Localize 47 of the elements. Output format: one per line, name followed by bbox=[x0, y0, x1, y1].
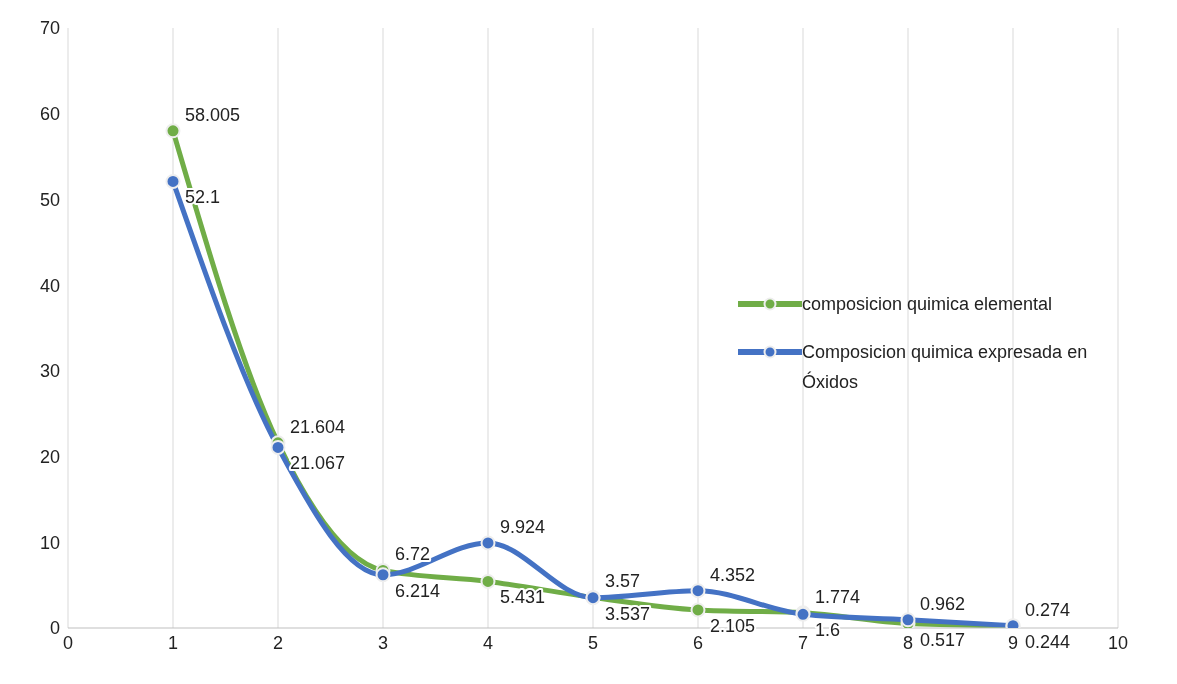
data-label: 3.57 bbox=[605, 571, 641, 592]
data-label: 0.244 bbox=[1025, 631, 1071, 652]
data-label: 6.214 bbox=[395, 580, 441, 601]
point bbox=[270, 439, 286, 455]
x-tick-label: 1 bbox=[167, 632, 179, 653]
point bbox=[690, 602, 706, 618]
x-tick-label: 9 bbox=[1007, 632, 1019, 653]
y-tick-label: 70 bbox=[39, 18, 60, 39]
data-label: 4.352 bbox=[710, 564, 756, 585]
x-tick-label: 5 bbox=[587, 632, 599, 653]
x-tick-label: 8 bbox=[902, 632, 914, 653]
y-tick-label: 40 bbox=[39, 275, 60, 296]
data-label: 5.431 bbox=[500, 587, 546, 608]
legend-label: composicion quimica elemental bbox=[802, 293, 1053, 316]
data-label: 6.72 bbox=[395, 544, 431, 565]
x-tick-label: 3 bbox=[377, 632, 389, 653]
data-label: 0.517 bbox=[920, 629, 966, 650]
point bbox=[165, 123, 181, 139]
x-tick-label: 2 bbox=[272, 632, 284, 653]
x-tick-label: 0 bbox=[62, 632, 74, 653]
data-label: 58.005 bbox=[185, 104, 241, 125]
y-tick-label: 0 bbox=[49, 618, 60, 639]
point bbox=[480, 573, 496, 589]
x-tick-label: 4 bbox=[482, 632, 494, 653]
y-tick-label: 20 bbox=[39, 446, 60, 467]
data-label: 1.6 bbox=[815, 620, 841, 641]
y-tick-label: 60 bbox=[39, 104, 60, 125]
data-label: 9.924 bbox=[500, 516, 546, 537]
legend-label: Composicion quimica expresada en Óxidos bbox=[802, 341, 1089, 394]
point bbox=[165, 173, 181, 189]
y-tick-label: 50 bbox=[39, 189, 60, 210]
data-label: 0.962 bbox=[920, 593, 966, 614]
data-label: 3.537 bbox=[605, 603, 651, 624]
x-tick-label: 10 bbox=[1107, 632, 1129, 653]
data-label: 21.604 bbox=[290, 416, 346, 437]
y-tick-label: 10 bbox=[39, 532, 60, 553]
data-label: 0.274 bbox=[1025, 599, 1071, 620]
point bbox=[900, 612, 916, 628]
x-tick-label: 7 bbox=[797, 632, 809, 653]
point bbox=[690, 583, 706, 599]
data-label: 2.105 bbox=[710, 615, 756, 636]
x-tick-label: 6 bbox=[692, 632, 704, 653]
point bbox=[375, 567, 391, 583]
point bbox=[480, 535, 496, 551]
y-tick-label: 30 bbox=[39, 361, 60, 382]
data-label: 21.067 bbox=[290, 453, 346, 474]
data-label: 1.774 bbox=[815, 586, 861, 607]
